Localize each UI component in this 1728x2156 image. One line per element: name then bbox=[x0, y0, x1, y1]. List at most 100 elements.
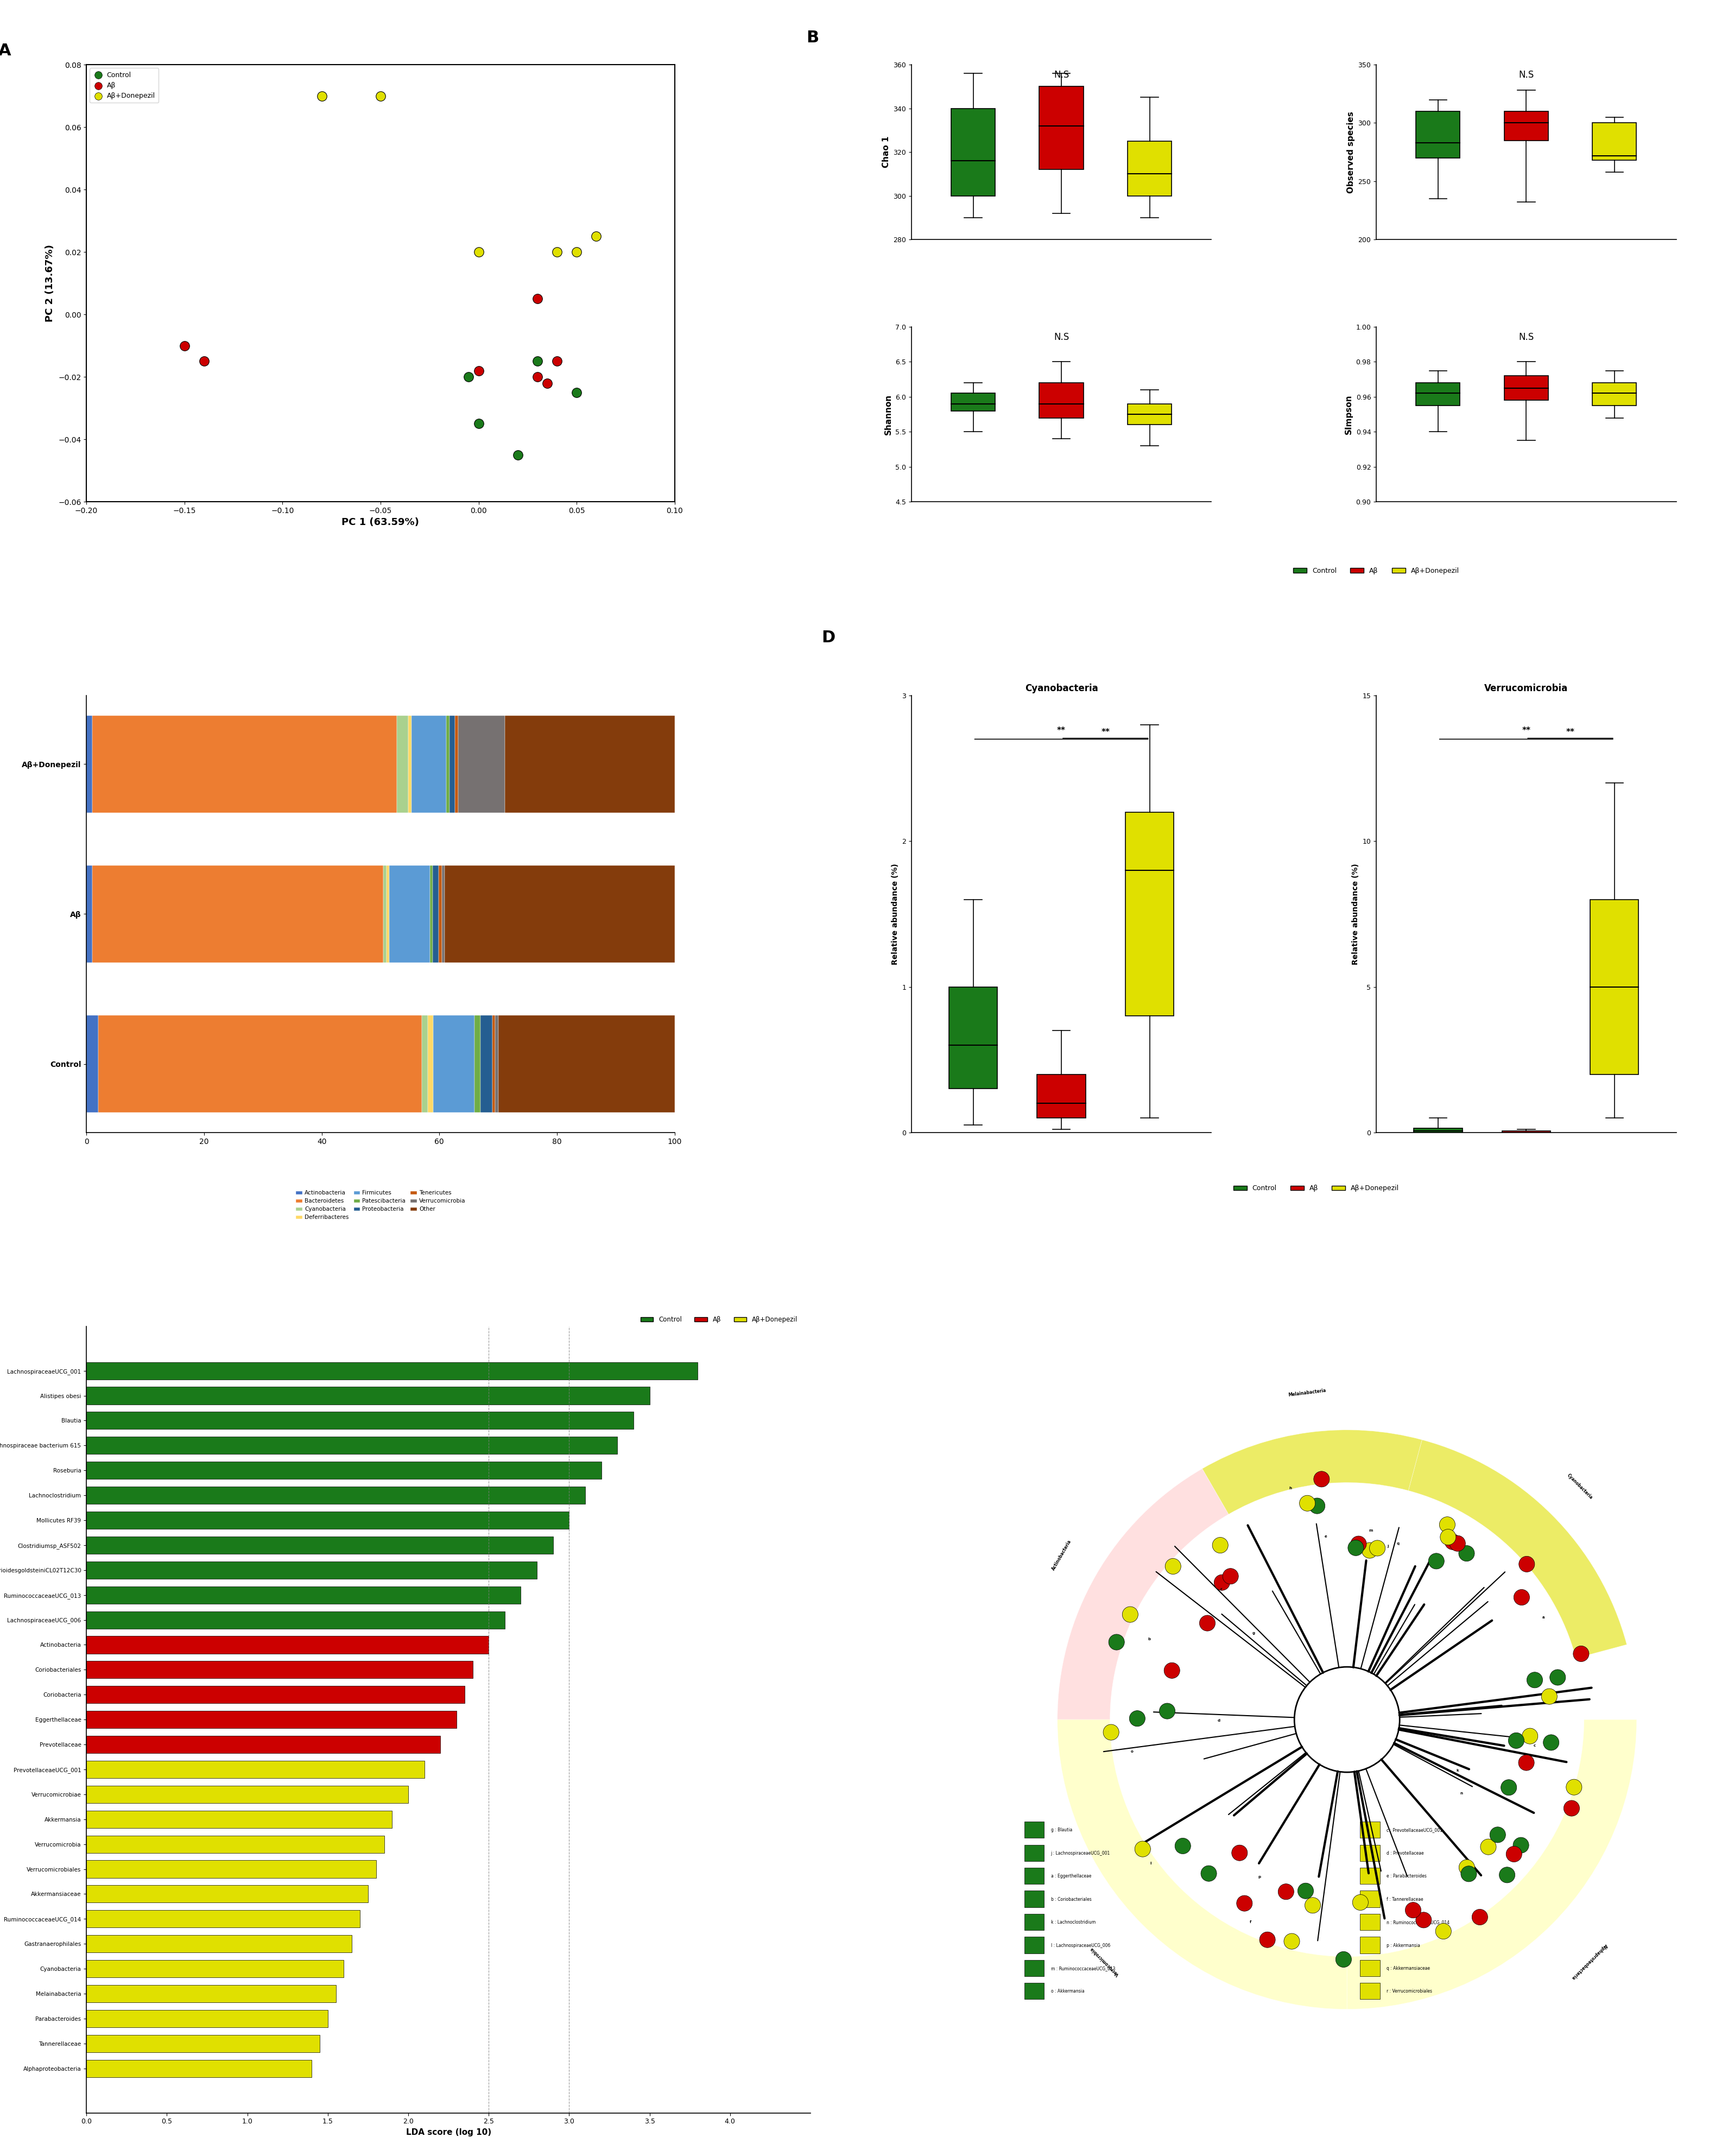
Circle shape bbox=[1348, 1539, 1363, 1557]
Bar bbox=[86, 1761, 425, 1779]
Circle shape bbox=[1299, 1496, 1315, 1511]
Bar bbox=[449, 716, 454, 813]
Circle shape bbox=[1130, 1710, 1146, 1727]
Point bbox=[543, 235, 570, 270]
Circle shape bbox=[1223, 1567, 1239, 1585]
Circle shape bbox=[1351, 1535, 1367, 1552]
Bar bbox=[86, 1986, 335, 2003]
FancyBboxPatch shape bbox=[1360, 1822, 1381, 1839]
Bar bbox=[446, 716, 449, 813]
Circle shape bbox=[1566, 1779, 1581, 1796]
Bar bbox=[434, 1015, 475, 1112]
FancyBboxPatch shape bbox=[1025, 1891, 1044, 1908]
Circle shape bbox=[1310, 1498, 1325, 1514]
Text: m : RuminococcaceaeUCG_013: m : RuminococcaceaeUCG_013 bbox=[1051, 1966, 1115, 1971]
Circle shape bbox=[1109, 1634, 1125, 1649]
X-axis label: PC 1 (63.59%): PC 1 (63.59%) bbox=[342, 517, 420, 528]
Circle shape bbox=[1500, 1867, 1515, 1882]
Circle shape bbox=[1313, 1470, 1329, 1488]
Text: o : Akkermansia: o : Akkermansia bbox=[1051, 1990, 1083, 1994]
Point bbox=[524, 345, 551, 379]
Bar bbox=[411, 716, 446, 813]
Bar bbox=[430, 865, 434, 964]
Point bbox=[465, 354, 492, 388]
Point bbox=[505, 438, 532, 472]
Wedge shape bbox=[1348, 1720, 1636, 2009]
Circle shape bbox=[1509, 1733, 1524, 1749]
Circle shape bbox=[1353, 1895, 1369, 1910]
Bar bbox=[86, 1835, 384, 1852]
Bar bbox=[86, 1910, 359, 1927]
FancyBboxPatch shape bbox=[1593, 384, 1636, 405]
FancyBboxPatch shape bbox=[950, 108, 995, 196]
FancyBboxPatch shape bbox=[1360, 1867, 1381, 1884]
Bar bbox=[480, 1015, 492, 1112]
Circle shape bbox=[1260, 1932, 1275, 1947]
Circle shape bbox=[1175, 1839, 1191, 1854]
Circle shape bbox=[1458, 1546, 1474, 1561]
Circle shape bbox=[1528, 1673, 1543, 1688]
Bar bbox=[444, 865, 674, 964]
Legend: Control, Aβ, Aβ+Donepezil: Control, Aβ, Aβ+Donepezil bbox=[1291, 565, 1462, 578]
Circle shape bbox=[1514, 1589, 1529, 1606]
Text: b: b bbox=[1147, 1636, 1151, 1641]
FancyBboxPatch shape bbox=[1025, 1822, 1044, 1839]
Bar bbox=[86, 1015, 98, 1112]
Title: Cyanobacteria: Cyanobacteria bbox=[1025, 683, 1097, 692]
Circle shape bbox=[1165, 1662, 1180, 1677]
Y-axis label: Shannon: Shannon bbox=[885, 395, 892, 436]
Text: d : Prevotellaceae: d : Prevotellaceae bbox=[1386, 1850, 1424, 1856]
Circle shape bbox=[1522, 1729, 1538, 1744]
Text: c: c bbox=[1533, 1744, 1536, 1746]
Circle shape bbox=[1370, 1539, 1386, 1557]
Circle shape bbox=[1237, 1895, 1253, 1910]
Bar bbox=[86, 1386, 650, 1404]
Text: h: h bbox=[1289, 1485, 1293, 1490]
Point bbox=[465, 407, 492, 442]
Circle shape bbox=[1436, 1923, 1452, 1938]
Legend: Control, Aβ, Aβ+Donepezil: Control, Aβ, Aβ+Donepezil bbox=[638, 1313, 800, 1326]
Circle shape bbox=[1159, 1703, 1175, 1718]
Bar bbox=[86, 2009, 328, 2027]
Bar bbox=[86, 1537, 553, 1554]
Circle shape bbox=[1439, 1518, 1455, 1533]
Circle shape bbox=[1543, 1736, 1559, 1751]
Point bbox=[563, 375, 591, 410]
Point bbox=[524, 282, 551, 317]
Bar bbox=[86, 1861, 377, 1878]
Bar bbox=[86, 1884, 368, 1904]
Circle shape bbox=[1284, 1934, 1299, 1949]
FancyBboxPatch shape bbox=[1360, 1915, 1381, 1930]
Text: Verrucomicrobia: Verrucomicrobia bbox=[1090, 1947, 1120, 1977]
Bar bbox=[408, 716, 411, 813]
Bar bbox=[86, 1686, 465, 1703]
Circle shape bbox=[1405, 1902, 1420, 1919]
Bar bbox=[86, 1587, 520, 1604]
Bar bbox=[92, 865, 384, 964]
Text: a: a bbox=[1541, 1615, 1545, 1619]
Text: n: n bbox=[1460, 1792, 1464, 1794]
FancyBboxPatch shape bbox=[1025, 1936, 1044, 1953]
Bar bbox=[86, 1412, 634, 1429]
FancyBboxPatch shape bbox=[1360, 1984, 1381, 1999]
Text: g : Blautia: g : Blautia bbox=[1051, 1828, 1071, 1833]
FancyBboxPatch shape bbox=[1593, 123, 1636, 160]
Text: Cyanobacteria: Cyanobacteria bbox=[1566, 1473, 1593, 1501]
Bar bbox=[86, 716, 92, 813]
Text: Alphaproteobacteria: Alphaproteobacteria bbox=[1571, 1943, 1609, 1981]
FancyBboxPatch shape bbox=[1360, 1936, 1381, 1953]
Circle shape bbox=[1458, 1861, 1474, 1876]
Y-axis label: Relative abundance (%): Relative abundance (%) bbox=[892, 862, 899, 964]
Circle shape bbox=[1201, 1865, 1217, 1882]
Bar bbox=[475, 1015, 480, 1112]
Point bbox=[171, 328, 199, 362]
Text: o: o bbox=[1130, 1751, 1134, 1753]
Legend: Actinobacteria, Bacteroidetes, Cyanobacteria, Deferribacteres, Firmicutes, Pates: Actinobacteria, Bacteroidetes, Cyanobact… bbox=[294, 1188, 468, 1222]
Bar bbox=[458, 716, 505, 813]
Circle shape bbox=[1121, 1606, 1139, 1621]
Point bbox=[563, 235, 591, 270]
Y-axis label: PC 2 (13.67%): PC 2 (13.67%) bbox=[45, 244, 55, 321]
Circle shape bbox=[1439, 1529, 1457, 1546]
Circle shape bbox=[1199, 1615, 1215, 1632]
Bar bbox=[86, 865, 92, 964]
